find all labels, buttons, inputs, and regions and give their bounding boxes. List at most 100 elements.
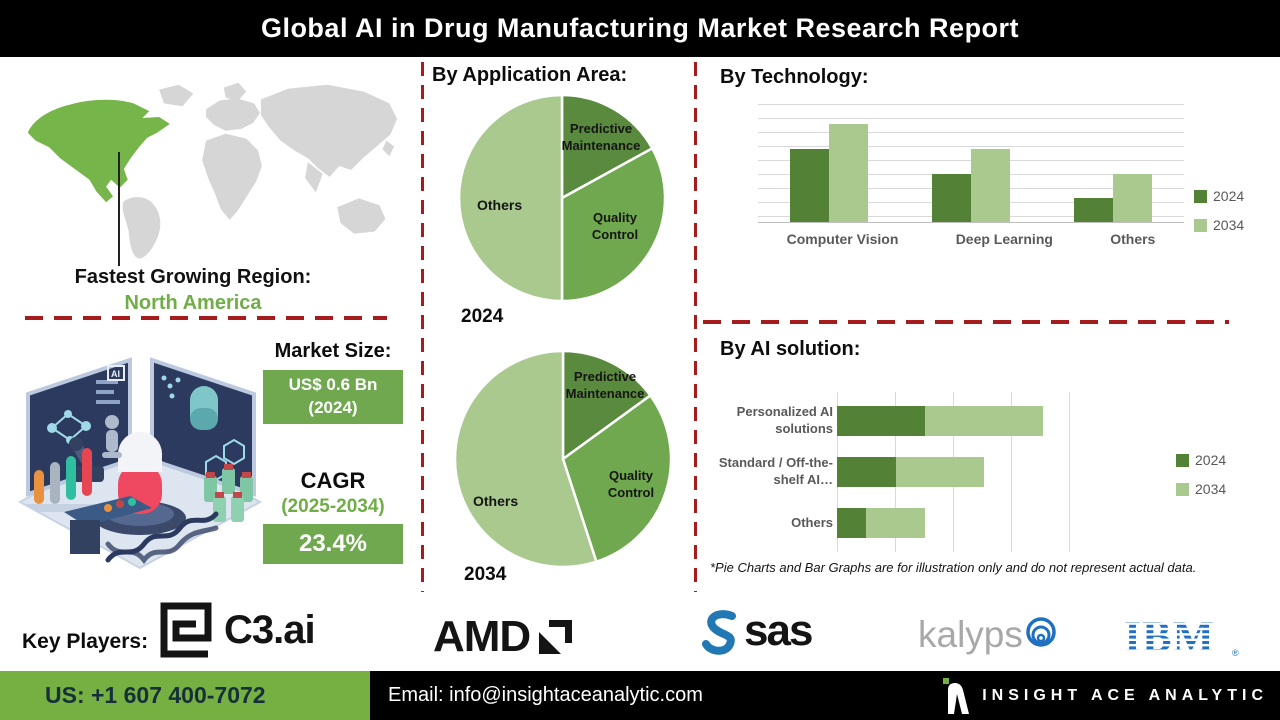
- cagr-label: CAGR: [300, 468, 366, 493]
- pie-chart-2034: [453, 349, 673, 569]
- disclaimer-note: *Pie Charts and Bar Graphs are for illus…: [710, 560, 1197, 575]
- bar-track: [837, 508, 1087, 538]
- bar-2034: [829, 123, 868, 222]
- cagr-value-box: 23.4%: [263, 524, 403, 564]
- screen-right-icon: [150, 357, 256, 497]
- lab-illustration: AI: [17, 357, 263, 570]
- map-callout-line: [118, 152, 120, 266]
- footer-email-section: Email: info@insightaceanalytic.com INSIG…: [370, 671, 1280, 720]
- category-label: Standard / Off-the-shelf AI…: [718, 455, 833, 487]
- technology-bar-chart: [758, 104, 1184, 223]
- email-address: Email: info@insightaceanalytic.com: [388, 684, 703, 706]
- map-greenland: [159, 84, 194, 107]
- ai-solution-legend: 2024 2034: [1176, 452, 1226, 497]
- bar-track: [837, 457, 1087, 487]
- pie-label: Predictive Maintenance: [565, 369, 645, 401]
- map-europe: [206, 98, 260, 131]
- bar-segment-2034: [866, 508, 925, 538]
- c3ai-logo: C3.ai: [158, 602, 316, 658]
- map-africa: [202, 133, 262, 220]
- section-title-application: By Application Area:: [432, 64, 628, 86]
- market-size-label: Market Size:: [274, 340, 392, 362]
- legend-item-2024: 2024: [1194, 188, 1244, 204]
- map-south-america: [122, 197, 161, 259]
- legend-label: 2034: [1213, 217, 1245, 233]
- pie-year-2034: 2034: [464, 564, 507, 585]
- ai-solution-row: Standard / Off-the-shelf AI…: [703, 455, 1223, 487]
- vials-icon: [204, 464, 253, 522]
- sas-logo: sas: [698, 606, 813, 656]
- ai-solution-row: Personalized AI solutions: [703, 404, 1223, 436]
- key-players-label: Key Players:: [22, 630, 149, 653]
- pie-slice: [560, 147, 667, 303]
- bar-2024: [932, 173, 971, 222]
- screen-left-icon: AI: [26, 357, 132, 497]
- technology-category-labels: Computer Vision Deep Learning Others: [758, 231, 1184, 247]
- bar-group: [790, 104, 868, 222]
- cagr-value: 23.4%: [298, 530, 368, 557]
- map-australia: [337, 198, 386, 234]
- divider-horizontal-left: [25, 316, 387, 320]
- pie-label: Others: [473, 493, 519, 509]
- pie-label: Quality Control: [591, 210, 639, 242]
- brand-block: INSIGHT ACE ANALYTIC: [942, 677, 1280, 714]
- cagr-period: (2025-2034): [281, 496, 385, 517]
- pie-label: Predictive Maintenance: [561, 121, 641, 153]
- bar-segment-2034: [896, 457, 984, 487]
- legend-label: 2024: [1195, 452, 1227, 468]
- divider-vertical-left: [421, 62, 424, 592]
- sas-swirl-icon: [702, 610, 736, 655]
- market-size-value: US$ 0.6 Bn: [288, 375, 378, 395]
- bar-2034: [1113, 173, 1152, 222]
- amd-arrow-icon: [539, 620, 573, 654]
- category-label: Personalized AI solutions: [736, 404, 833, 436]
- region-callout: Fastest Growing Region: North America: [18, 266, 368, 315]
- region-value: North America: [124, 292, 262, 314]
- bar-segment-2024: [837, 508, 866, 538]
- legend-item-2024: 2024: [1176, 452, 1226, 468]
- svg-text:AI: AI: [111, 369, 120, 379]
- map-north-america: [27, 99, 170, 203]
- c3ai-maze-icon: [160, 602, 212, 658]
- amd-logo: AMD: [433, 612, 574, 662]
- world-map: [27, 82, 398, 259]
- legend-label: 2034: [1195, 481, 1227, 497]
- bar-segment-2024: [837, 406, 925, 436]
- sas-logo-text: sas: [744, 606, 813, 655]
- category-label: Deep Learning: [955, 231, 1053, 247]
- footer-phone: US: +1 607 400-7072: [0, 671, 370, 720]
- legend-item-2034: 2034: [1176, 481, 1226, 497]
- bar-2034: [971, 148, 1010, 222]
- legend-swatch-2034: [1176, 482, 1189, 496]
- bar-track: [837, 406, 1087, 436]
- ai-solution-row: Others: [703, 508, 1223, 538]
- pie-label: Quality Control: [607, 468, 655, 500]
- page-title: Global AI in Drug Manufacturing Market R…: [260, 13, 1020, 43]
- insight-ace-icon: [943, 677, 970, 714]
- pie-slice: [457, 93, 564, 303]
- map-india: [305, 162, 323, 193]
- bar-segment-2024: [837, 457, 896, 487]
- divider-horizontal-right: [703, 320, 1229, 324]
- svg-text:IBM: IBM: [1124, 614, 1215, 658]
- ibm-striped-text: IBM ®: [1124, 614, 1239, 658]
- legend-swatch-2024: [1194, 189, 1207, 203]
- ibm-logo: IBM ®: [1122, 614, 1242, 658]
- legend-swatch-2024: [1176, 453, 1189, 467]
- robot-icon: [102, 415, 122, 458]
- legend-item-2034: 2034: [1194, 217, 1244, 233]
- amd-logo-text: AMD: [433, 612, 531, 661]
- pie-slice: [453, 349, 598, 569]
- kalypso-logo-text: kalyps: [918, 614, 1023, 655]
- ai-solution-bar-chart: Personalized AI solutions Standard / Off-…: [703, 404, 1223, 559]
- pie-label: Others: [477, 197, 523, 213]
- bar-2024: [790, 148, 829, 222]
- kalypso-logo: kalyps: [918, 614, 1058, 656]
- pie-year-2024: 2024: [461, 306, 504, 327]
- phone-number: US: +1 607 400-7072: [45, 682, 266, 708]
- pie-slice: [561, 394, 673, 563]
- lab-desk-icon: [64, 496, 152, 554]
- bar-group: [1074, 104, 1152, 222]
- category-label: Others: [1110, 231, 1156, 247]
